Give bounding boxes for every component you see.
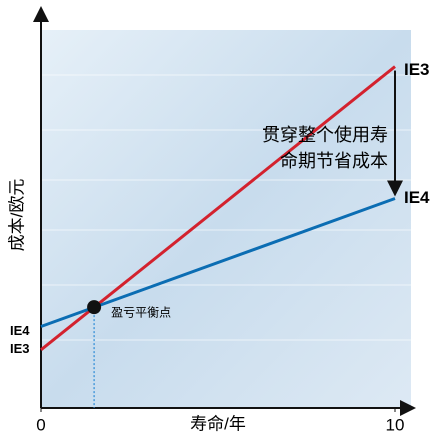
- savings-note: 命期节省成本: [280, 151, 388, 171]
- x-axis-label: 寿命/年: [190, 414, 246, 433]
- series-label-right: IE3: [404, 60, 430, 79]
- background: [41, 30, 411, 408]
- series-label-left: IE3: [10, 341, 30, 356]
- y-axis-label: 成本/欧元: [7, 179, 26, 252]
- break-even-point: [87, 300, 102, 315]
- series-label-left: IE4: [10, 323, 30, 338]
- savings-note: 贯穿整个使用寿: [262, 125, 388, 145]
- break-even-label: 盈亏平衡点: [111, 305, 171, 319]
- x-tick-label: 0: [36, 415, 45, 434]
- bg-lines: [41, 74, 411, 341]
- x-tick-label: 10: [386, 415, 405, 434]
- series-label-right: IE4: [404, 188, 430, 207]
- series-line: [40, 65, 396, 351]
